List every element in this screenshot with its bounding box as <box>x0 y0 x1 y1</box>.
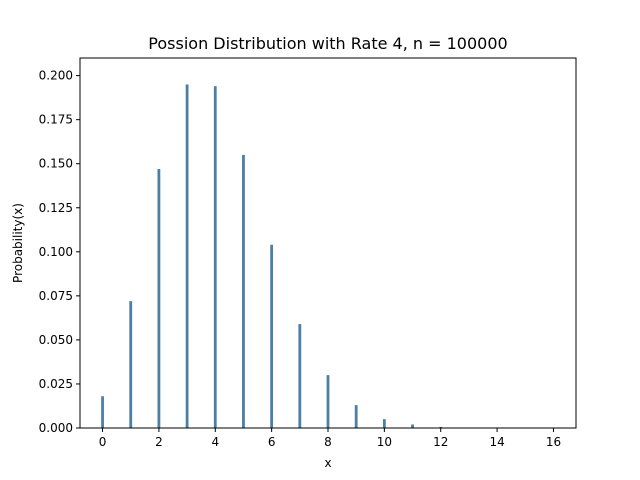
chart-title: Possion Distribution with Rate 4, n = 10… <box>148 34 507 53</box>
plot-frame <box>79 57 577 429</box>
bar-3 <box>185 84 189 429</box>
y-axis-label: Probability(x) <box>11 203 25 283</box>
x-tick-label: 6 <box>268 435 276 449</box>
x-axis-label: x <box>324 456 331 470</box>
x-tick-label: 16 <box>546 435 561 449</box>
y-tick-label: 0.000 <box>39 421 73 435</box>
y-tick-label: 0.200 <box>39 69 73 83</box>
bar-5 <box>242 154 245 428</box>
bar-12 <box>439 426 443 428</box>
y-tick-label: 0.150 <box>39 157 73 171</box>
bar-6 <box>270 244 274 428</box>
y-tick-label: 0.100 <box>39 245 73 259</box>
bar-4 <box>213 86 217 428</box>
y-tick-label: 0.025 <box>39 377 73 391</box>
x-tick-label: 4 <box>211 435 219 449</box>
y-tick-label: 0.050 <box>39 333 73 347</box>
bar-7 <box>298 324 302 428</box>
y-axis-ticks: 0.000 0.025 0.050 0.075 0.100 0.125 0.150 0.175… <box>39 69 80 435</box>
x-tick-label: 10 <box>377 435 392 449</box>
bar-9 <box>354 405 358 428</box>
bar-10 <box>382 419 386 428</box>
x-axis-ticks: 0 2 4 6 8 10 12 14 16 <box>99 428 561 449</box>
y-tick-label: 0.075 <box>39 289 73 303</box>
y-tick-label: 0.125 <box>39 201 73 215</box>
bar-11 <box>411 424 414 428</box>
x-tick-label: 12 <box>433 435 448 449</box>
y-tick-label: 0.175 <box>39 113 73 127</box>
x-tick-label: 0 <box>99 435 107 449</box>
bar-0 <box>101 396 104 428</box>
bar-8 <box>326 375 330 428</box>
x-tick-label: 14 <box>489 435 504 449</box>
bars-group <box>101 84 443 429</box>
x-tick-label: 2 <box>155 435 163 449</box>
bar-2 <box>157 169 161 428</box>
x-tick-label: 8 <box>324 435 332 449</box>
bar-1 <box>129 301 133 428</box>
